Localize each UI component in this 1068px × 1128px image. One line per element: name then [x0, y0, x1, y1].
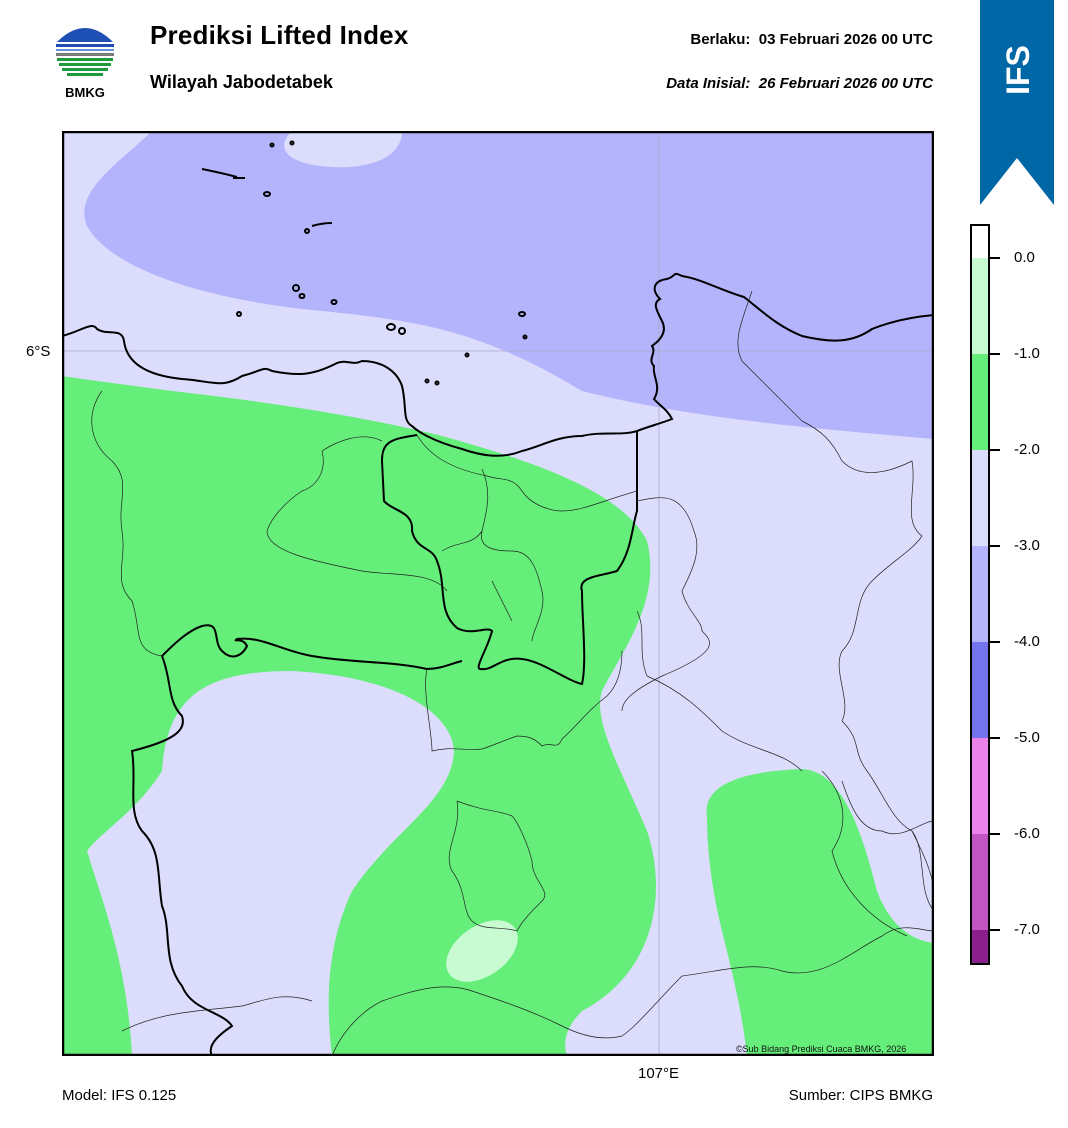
- colorbar-segment: [970, 834, 990, 930]
- lat-label: 6°S: [26, 343, 51, 360]
- colorbar-segment: [970, 224, 990, 258]
- colorbar-segment: [970, 930, 990, 965]
- colorbar-segment: [970, 258, 990, 354]
- field-green-west: [62, 376, 656, 1056]
- islands: [201, 140, 528, 386]
- colorbar-tick-label: -1.0: [1014, 345, 1040, 362]
- valid-time: Berlaku: 03 Februari 2026 00 UTC: [690, 31, 933, 48]
- colorbar-tick-label: 0.0: [1014, 249, 1035, 266]
- field-green-east: [706, 769, 934, 1056]
- colorbar-tick: [990, 929, 1000, 931]
- colorbar-segment: [970, 546, 990, 642]
- lon-label: 107°E: [638, 1065, 680, 1082]
- valid-value: 03 Februari 2026 00 UTC: [758, 31, 933, 48]
- colorbar-segment: [970, 354, 990, 450]
- colorbar-tick: [990, 641, 1000, 643]
- colorbar-tick-label: -7.0: [1014, 921, 1040, 938]
- banner-text: IFS: [1000, 45, 1036, 95]
- init-time: Data Inisial: 26 Februari 2026 00 UTC: [666, 75, 933, 92]
- colorbar-tick: [990, 449, 1000, 451]
- init-label: Data Inisial:: [666, 75, 751, 92]
- page-subtitle: Wilayah Jabodetabek: [150, 72, 333, 92]
- colorbar: [970, 224, 990, 965]
- regency-boundaries: [91, 290, 934, 1056]
- province-boundary: [380, 431, 638, 686]
- colorbar-tick: [990, 353, 1000, 355]
- colorbar-tick: [990, 545, 1000, 547]
- init-value: 26 Februari 2026 00 UTC: [758, 75, 933, 92]
- colorbar-tick: [990, 833, 1000, 835]
- model-info: Model: IFS 0.125: [62, 1087, 177, 1104]
- colorbar-segment: [970, 738, 990, 834]
- field-patch-light: [446, 920, 518, 982]
- copyright-text: ©Sub Bidang Prediksi Cuaca BMKG, 2026: [736, 1044, 907, 1054]
- bmkg-logo: [55, 24, 115, 84]
- field-band-north: [84, 131, 934, 439]
- lifted-index-map: [62, 131, 934, 1056]
- ifs-banner: IFS: [980, 0, 1054, 205]
- colorbar-segment: [970, 642, 990, 738]
- colorbar-tick-label: -4.0: [1014, 633, 1040, 650]
- valid-label: Berlaku:: [690, 31, 751, 48]
- colorbar-tick-label: -3.0: [1014, 537, 1040, 554]
- province-boundary-west: [130, 624, 463, 1056]
- coastline: [62, 272, 934, 457]
- colorbar-tick-label: -5.0: [1014, 729, 1040, 746]
- colorbar-segment: [970, 450, 990, 546]
- logo-text: BMKG: [65, 85, 105, 100]
- source-info: Sumber: CIPS BMKG: [788, 1087, 933, 1104]
- banner-shape: [980, 0, 1054, 205]
- page-title: Prediksi Lifted Index: [150, 20, 409, 50]
- colorbar-tick: [990, 257, 1000, 259]
- colorbar-tick-label: -2.0: [1014, 441, 1040, 458]
- colorbar-tick: [990, 737, 1000, 739]
- colorbar-tick-label: -6.0: [1014, 825, 1040, 842]
